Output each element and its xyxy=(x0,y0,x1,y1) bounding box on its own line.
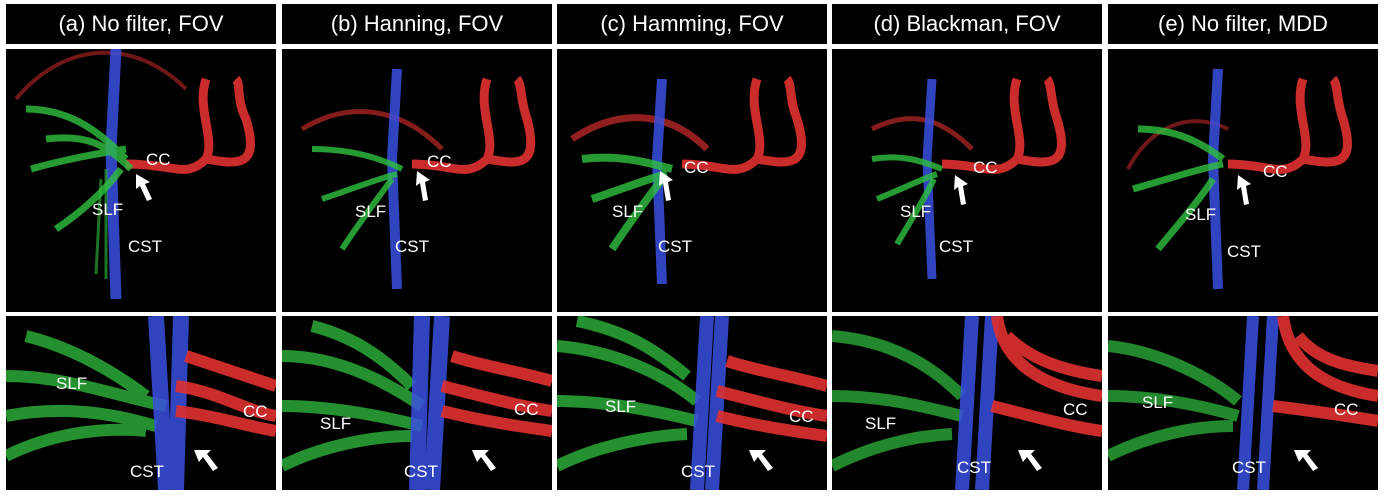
fiber-tracts-drawing xyxy=(14,49,255,300)
fiber-tracts-drawing xyxy=(870,75,1066,280)
label-slf: SLF xyxy=(320,414,352,433)
label-cc: CC xyxy=(1334,400,1359,419)
label-slf: SLF xyxy=(605,397,637,416)
column-a: (a) No filter, FOV CC SLF CST SLF CC xyxy=(6,0,276,497)
fiber-tracts-drawing xyxy=(832,316,1102,490)
arrow-icon xyxy=(136,174,152,201)
arrow-icon xyxy=(1237,175,1251,205)
label-cc: CC xyxy=(684,158,709,177)
label-cst: CST xyxy=(957,458,991,477)
label-cc: CC xyxy=(1063,400,1088,419)
label-slf: SLF xyxy=(355,202,387,221)
column-d: (d) Blackman, FOV CC SLF CST SLF CC CST xyxy=(832,0,1102,497)
column-b: (b) Hanning, FOV CC SLF CST SLF CC CST xyxy=(282,0,552,497)
tractography-overview-image: CC SLF CST xyxy=(832,49,1102,312)
tractography-overview-image: CC SLF CST xyxy=(6,49,276,312)
arrow-icon xyxy=(1294,450,1318,471)
column-c: (c) Hamming, FOV CC SLF CST SLF CC CST xyxy=(557,0,827,497)
label-cst: CST xyxy=(395,237,429,256)
fiber-tracts-drawing xyxy=(570,75,806,285)
label-cst: CST xyxy=(681,462,715,481)
label-slf: SLF xyxy=(1185,205,1217,224)
panel-title: (b) Hanning, FOV xyxy=(282,4,552,44)
tractography-zoom-image: SLF CC CST xyxy=(6,316,276,490)
fiber-tracts-drawing xyxy=(300,68,536,290)
arrow-icon xyxy=(749,450,773,471)
fiber-tracts-drawing xyxy=(557,316,827,490)
arrow-icon xyxy=(954,175,968,205)
arrow-icon xyxy=(659,171,673,201)
label-slf: SLF xyxy=(865,414,897,433)
arrow-icon xyxy=(194,450,218,471)
tractography-zoom-image: SLF CC CST xyxy=(557,316,827,490)
label-cc: CC xyxy=(973,158,998,177)
label-cc: CC xyxy=(427,152,452,171)
label-cc: CC xyxy=(1263,162,1288,181)
label-cst: CST xyxy=(658,237,692,256)
arrow-icon xyxy=(1018,450,1042,471)
panel-title: (e) No filter, MDD xyxy=(1108,4,1378,44)
label-cc: CC xyxy=(789,407,814,426)
tractography-overview-image: CC SLF CST xyxy=(1108,49,1378,312)
panel-title: (d) Blackman, FOV xyxy=(832,4,1102,44)
tractography-zoom-image: SLF CC CST xyxy=(1108,316,1378,490)
label-slf: SLF xyxy=(1142,393,1174,412)
label-cc: CC xyxy=(146,150,171,169)
label-cst: CST xyxy=(404,462,438,481)
label-cst: CST xyxy=(1232,458,1266,477)
tractography-zoom-image: SLF CC CST xyxy=(832,316,1102,490)
tractography-overview-image: CC SLF CST xyxy=(282,49,552,312)
label-cc: CC xyxy=(514,400,539,419)
label-cst: CST xyxy=(1227,242,1261,261)
label-slf: SLF xyxy=(92,200,124,219)
column-e: (e) No filter, MDD CC SLF CST SLF CC CST xyxy=(1108,0,1378,497)
panel-title: (c) Hamming, FOV xyxy=(557,4,827,44)
arrow-icon xyxy=(416,171,430,201)
label-cst: CST xyxy=(128,237,162,256)
tractography-zoom-image: SLF CC CST xyxy=(282,316,552,490)
label-cst: CST xyxy=(130,462,164,481)
label-slf: SLF xyxy=(900,202,932,221)
fiber-tracts-drawing xyxy=(1108,316,1378,490)
fiber-tracts-drawing xyxy=(6,316,276,490)
label-cst: CST xyxy=(939,237,973,256)
tractography-overview-image: CC SLF CST xyxy=(557,49,827,312)
label-cc: CC xyxy=(243,402,268,421)
fiber-tracts-drawing xyxy=(1126,68,1352,290)
fiber-tracts-drawing xyxy=(282,316,552,490)
label-slf: SLF xyxy=(56,374,88,393)
label-slf: SLF xyxy=(612,202,644,221)
arrow-icon xyxy=(472,450,496,471)
panel-title: (a) No filter, FOV xyxy=(6,4,276,44)
